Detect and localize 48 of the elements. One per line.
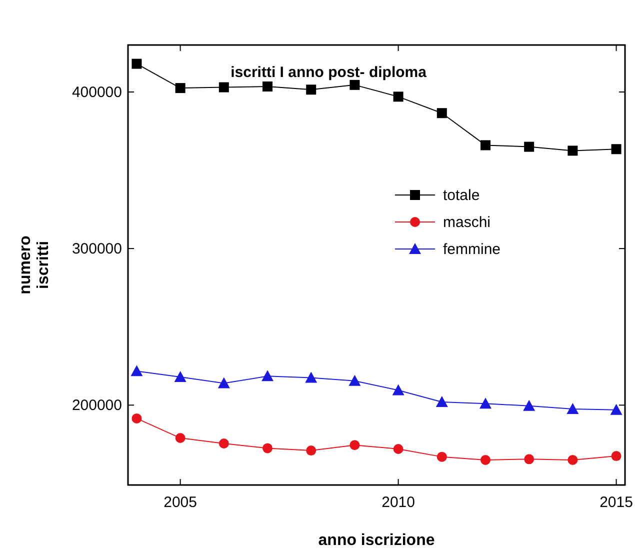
point (611, 451, 622, 462)
point (436, 108, 447, 118)
point (218, 82, 229, 92)
y-tick-label: 300000 (72, 240, 122, 258)
text: iscritti I anno post- diploma (230, 64, 428, 81)
x-axis-title: anno iscrizione (318, 532, 435, 549)
point (610, 404, 622, 415)
point (175, 433, 186, 444)
point (132, 58, 142, 69)
point (306, 446, 316, 456)
point (174, 370, 186, 382)
point (218, 377, 230, 388)
point (262, 443, 273, 454)
point (262, 81, 273, 92)
point (350, 80, 360, 90)
point (523, 400, 536, 411)
x-tick-label: 2015 (600, 494, 633, 511)
y-tick-label: 200000 (72, 397, 122, 414)
point (393, 92, 404, 102)
point (524, 454, 534, 464)
legend-label: totale (443, 187, 480, 204)
y-tick-label: 400000 (72, 84, 122, 101)
point (393, 444, 404, 454)
x-tick-label: 2005 (164, 494, 198, 511)
y-axis-title: numero iscritti (17, 235, 52, 294)
point (350, 440, 360, 450)
point (218, 438, 229, 449)
point (524, 142, 534, 152)
point (566, 403, 579, 414)
point (611, 144, 622, 154)
point (132, 413, 142, 424)
point (175, 83, 186, 94)
point (348, 374, 361, 386)
point (480, 454, 490, 465)
point (436, 452, 447, 462)
legend-label: femmine (443, 241, 501, 258)
point (480, 140, 490, 150)
point (262, 370, 274, 382)
legend-label: maschi (443, 214, 491, 231)
point (305, 372, 318, 383)
point (479, 398, 492, 409)
x-tick-label: 2010 (382, 494, 415, 511)
point (568, 146, 578, 156)
point (568, 454, 578, 465)
point (130, 365, 143, 376)
point (306, 84, 316, 95)
point (436, 396, 448, 408)
point (392, 384, 404, 396)
